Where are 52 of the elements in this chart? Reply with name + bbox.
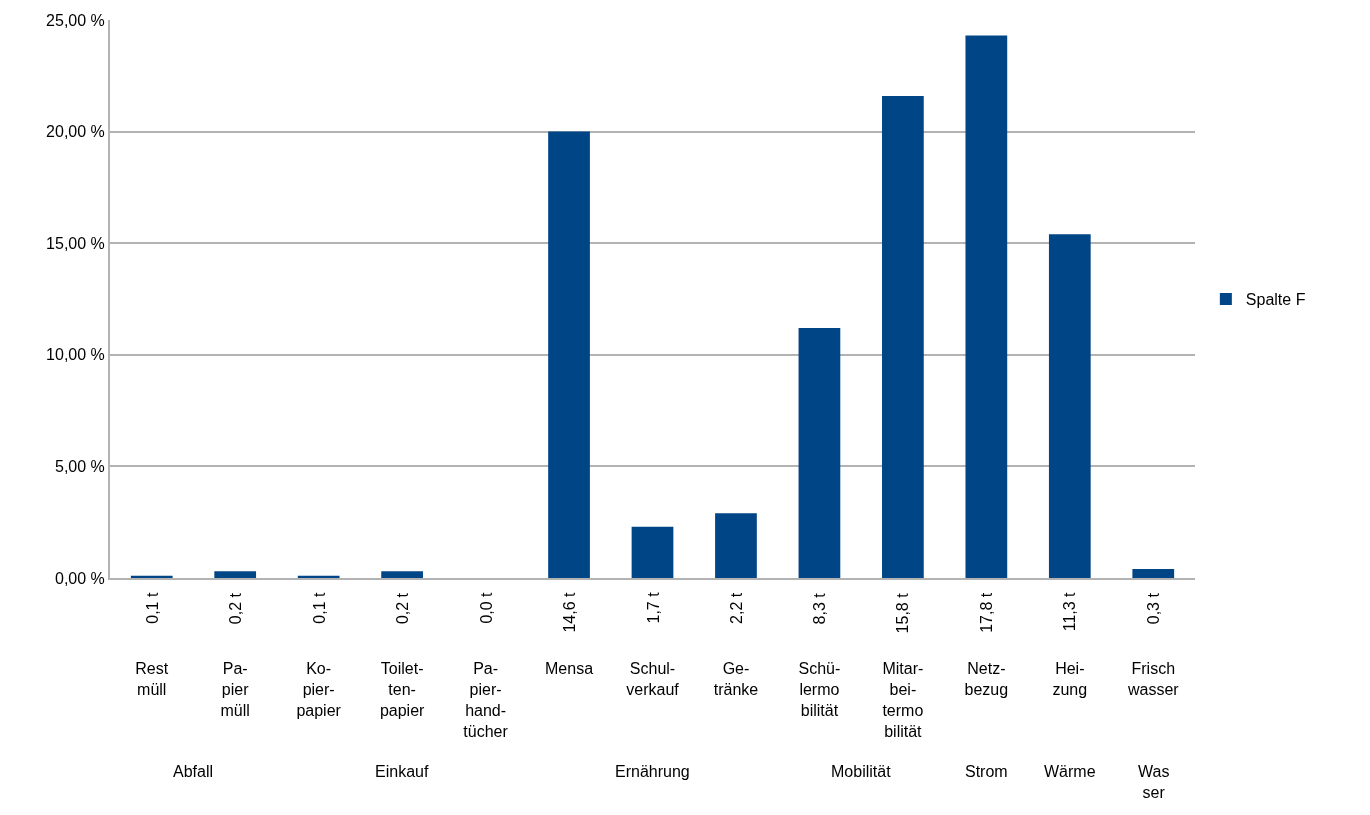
text: Strom <box>965 763 1008 780</box>
text: Abfall <box>173 763 214 780</box>
text: 15,8 t <box>894 592 912 634</box>
y-tick-label: 10,00 % <box>46 346 105 364</box>
x-tick-label: Mitar- bei- termo bilität <box>882 660 924 740</box>
bar <box>882 95 924 578</box>
text: 0,2 t <box>227 592 245 625</box>
text: 8,3 t <box>811 592 829 625</box>
bar <box>130 575 173 578</box>
x-tick-label: Ge- tränke <box>713 660 759 698</box>
text: Was ser <box>1138 763 1170 801</box>
text: Ernährung <box>615 763 690 780</box>
bar <box>297 575 340 578</box>
bar <box>1048 234 1091 578</box>
text: Einkauf <box>375 763 429 780</box>
text: Mobilität <box>831 763 892 780</box>
x-tick-label: Frisch wasser <box>1126 660 1180 698</box>
x-tick-label: Ko- pier- papier <box>296 660 342 719</box>
text: 0,1 t <box>143 592 161 624</box>
y-tick-label: 15,00 % <box>46 234 105 252</box>
bar <box>631 526 674 578</box>
bar <box>214 571 257 578</box>
y-tick-label: 20,00 % <box>46 123 105 141</box>
y-tick-label: 5,00 % <box>54 458 105 475</box>
x-tick-label: Toilet- ten- papier <box>379 660 426 719</box>
text: 0,1 t <box>310 591 328 624</box>
x-tick-label: Schü- lermo bilität <box>798 660 841 719</box>
text: 1,7 t <box>644 591 662 624</box>
x-tick-label: Mensa <box>545 660 594 678</box>
x-tick-label: Netz- bezug <box>964 660 1009 698</box>
x-tick-label: Pa- pier- hand- tücher <box>463 660 509 740</box>
bar <box>965 35 1008 578</box>
text: 17,8 t <box>977 592 995 633</box>
x-tick-label: Hei- zung <box>1052 660 1088 698</box>
bar <box>548 131 590 578</box>
text: 0,2 t <box>394 592 412 625</box>
text: 14,6 t <box>560 591 578 633</box>
bar <box>798 328 841 578</box>
y-tick-label: 0,00 % <box>54 569 105 587</box>
bar <box>1132 569 1175 578</box>
x-tick-label: Pa- pier müll <box>220 660 250 719</box>
text: 0,3 t <box>1145 592 1163 625</box>
y-tick-label: 25,00 % <box>46 11 105 29</box>
x-tick-label: Rest müll <box>135 660 169 698</box>
text: 0,0 t <box>477 591 495 624</box>
bar <box>381 571 423 578</box>
legend-label: Spalte F <box>1245 291 1306 309</box>
bar <box>715 513 757 578</box>
x-tick-label: Schul- verkauf <box>626 660 680 698</box>
text: 11,3 t <box>1061 591 1079 632</box>
text: 2,2 t <box>727 592 745 624</box>
text: Wärme <box>1044 763 1096 780</box>
